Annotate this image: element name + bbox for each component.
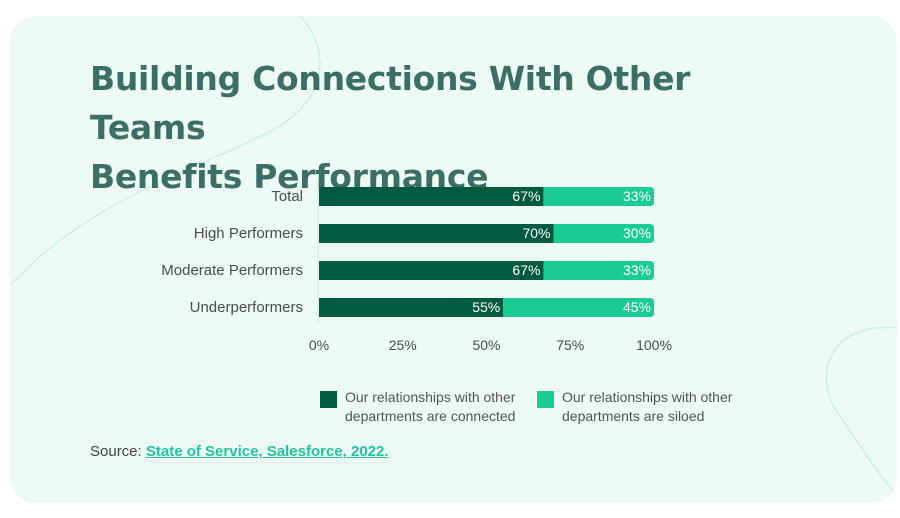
bar-segment-siloed — [543, 187, 654, 206]
bar-segment-connected — [319, 224, 554, 243]
source-prefix: Source: — [90, 443, 146, 460]
data-label: 55% — [472, 299, 500, 315]
legend-swatch-connected — [320, 391, 337, 408]
category-label: Total — [271, 188, 303, 205]
data-label: 67% — [512, 262, 540, 278]
bar-segment-connected — [319, 261, 544, 280]
bar-segment-connected — [319, 187, 544, 206]
source-note: Source: State of Service, Salesforce, 20… — [90, 443, 389, 460]
data-label: 33% — [623, 188, 651, 204]
x-tick-label: 100% — [636, 337, 672, 353]
bar-segment-connected — [319, 298, 504, 317]
x-tick-label: 75% — [556, 337, 584, 353]
category-label: High Performers — [194, 225, 303, 242]
data-label: 45% — [623, 299, 651, 315]
data-label: 67% — [512, 188, 540, 204]
bar-segment-siloed — [543, 261, 654, 280]
data-label: 70% — [522, 225, 550, 241]
source-link[interactable]: State of Service, Salesforce, 2022. — [145, 443, 389, 460]
x-tick-label: 25% — [389, 337, 417, 353]
legend-swatch-siloed — [537, 391, 554, 408]
x-tick-label: 50% — [472, 337, 500, 353]
bar-segment-siloed — [503, 298, 654, 317]
title-line-1: Building Connections With Other Teams — [90, 59, 691, 147]
bar-segment-siloed — [553, 224, 654, 243]
category-label: Moderate Performers — [161, 262, 303, 279]
background-decoration — [10, 16, 897, 497]
x-tick-label: 0% — [309, 337, 329, 353]
legend-label-siloed: Our relationships with other departments… — [562, 389, 733, 424]
legend-item-connected: Our relationships with other departments… — [320, 388, 535, 426]
legend-item-siloed: Our relationships with other departments… — [537, 388, 752, 426]
legend-label-connected: Our relationships with other departments… — [345, 389, 516, 424]
data-label: 33% — [623, 262, 651, 278]
category-label: Underperformers — [190, 299, 303, 316]
data-label: 30% — [623, 225, 651, 241]
